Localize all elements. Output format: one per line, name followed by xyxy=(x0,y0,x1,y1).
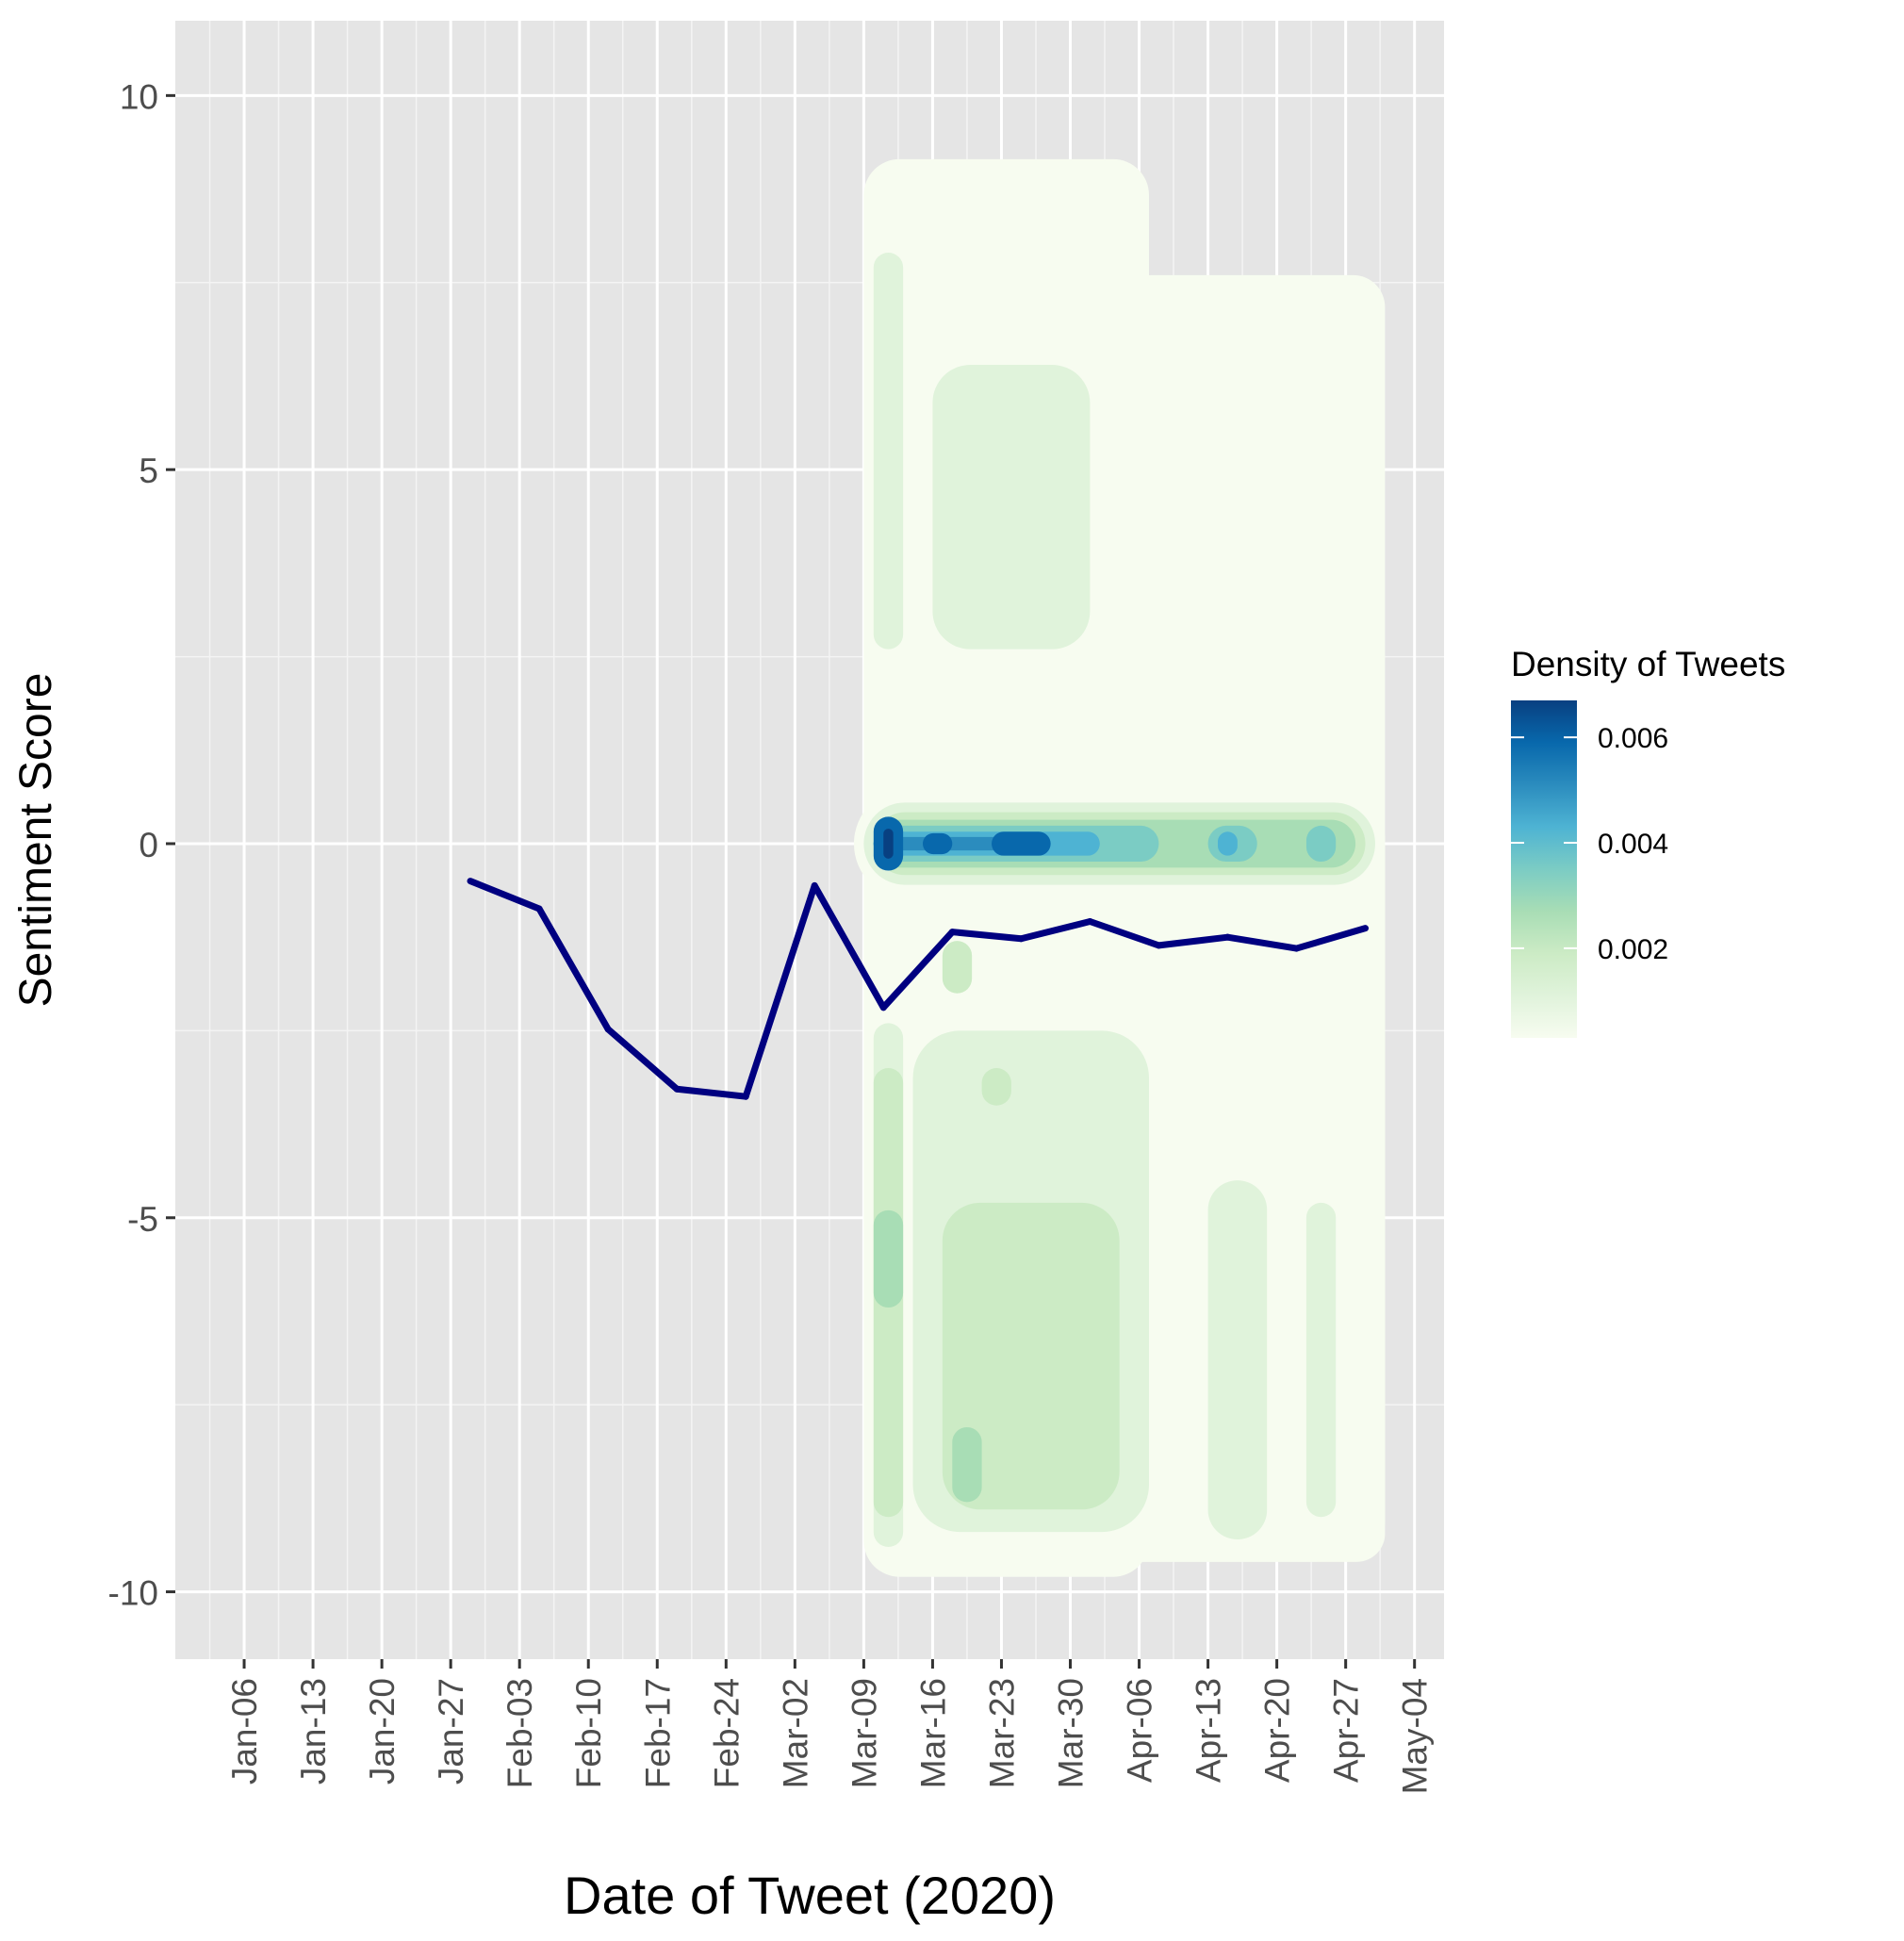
x-tick-label: Mar-30 xyxy=(1052,1678,1091,1788)
density-band xyxy=(1305,825,1337,863)
legend-title: Density of Tweets xyxy=(1511,645,1785,683)
sentiment-line-layer xyxy=(467,878,1370,1100)
sentiment-line-segment xyxy=(948,929,1025,943)
density-level-region xyxy=(952,1426,982,1503)
y-tick-label: -5 xyxy=(127,1200,158,1239)
sentiment-line-segment xyxy=(742,881,818,1100)
x-tick-label: Mar-16 xyxy=(913,1678,952,1788)
sentiment-line-segment xyxy=(1017,918,1093,943)
density-inner-region xyxy=(873,253,904,650)
sentiment-line-segment xyxy=(535,905,612,1033)
sentiment-line-segment xyxy=(1155,933,1231,949)
density-inner-region xyxy=(1305,1202,1337,1518)
x-tick-label: Feb-17 xyxy=(638,1678,677,1788)
sentiment-line-segment xyxy=(1223,933,1300,952)
x-tick-label: Jan-20 xyxy=(363,1678,402,1785)
density-peak xyxy=(992,831,1051,856)
density-band xyxy=(1218,831,1238,856)
sentiment-line-segment xyxy=(879,929,956,1012)
y-tick-label: 5 xyxy=(139,452,158,490)
x-tick-label: Apr-06 xyxy=(1121,1678,1159,1783)
density-inner-region xyxy=(932,365,1091,650)
sentiment-line-segment xyxy=(1292,925,1370,952)
density-level-region xyxy=(942,1202,1120,1510)
legend-tick-label: 0.006 xyxy=(1598,723,1668,754)
density-level-region xyxy=(873,1209,904,1308)
legend-colorbar xyxy=(1511,700,1577,1038)
sentiment-line-segment xyxy=(1086,918,1162,949)
legend-ticks: 0.002 0.004 0.006 xyxy=(1511,723,1668,965)
x-tick-label: Jan-13 xyxy=(294,1678,333,1785)
x-tick-label: Apr-13 xyxy=(1190,1678,1228,1783)
x-tick-label: Apr-27 xyxy=(1327,1678,1366,1783)
density-level-region xyxy=(981,1068,1011,1106)
x-tick-label: May-04 xyxy=(1396,1678,1435,1794)
legend-tick-label: 0.004 xyxy=(1598,829,1668,860)
sentiment-line-segment xyxy=(811,881,887,1012)
density-level-region xyxy=(942,941,973,994)
sentiment-line-segment xyxy=(604,1026,681,1093)
legend: Density of Tweets 0.002 0.004 0.006 xyxy=(1511,645,1785,1038)
density-inner-region xyxy=(1207,1180,1268,1540)
density-peak xyxy=(922,832,953,855)
x-axis-title: Date of Tweet (2020) xyxy=(564,1866,1056,1925)
legend-tick-label: 0.002 xyxy=(1598,934,1668,965)
y-tick-label: 10 xyxy=(120,77,158,116)
x-tick-label: Mar-02 xyxy=(776,1678,814,1788)
density-peak xyxy=(883,829,894,859)
y-tick-label: -10 xyxy=(108,1574,158,1613)
sentiment-line-segment xyxy=(467,878,543,913)
sentiment-line-segment xyxy=(673,1085,749,1100)
x-tick-label: Feb-24 xyxy=(707,1678,746,1788)
density-contours xyxy=(853,158,1386,1577)
x-tick-label: Mar-23 xyxy=(982,1678,1021,1788)
x-tick-label: Jan-27 xyxy=(432,1678,470,1785)
x-tick-label: Jan-06 xyxy=(225,1678,264,1785)
y-tick-label: 0 xyxy=(139,826,158,864)
y-axis-title: Sentiment Score xyxy=(11,673,61,1008)
x-tick-label: Feb-10 xyxy=(569,1678,608,1788)
axes: 10 5 0 -5 -10 Jan-06 Jan-13 Jan-20 Jan-27 Feb-03 F… xyxy=(108,77,1435,1794)
x-tick-label: Feb-03 xyxy=(501,1678,539,1788)
x-tick-label: Mar-09 xyxy=(845,1678,883,1788)
x-tick-label: Apr-20 xyxy=(1258,1678,1297,1783)
